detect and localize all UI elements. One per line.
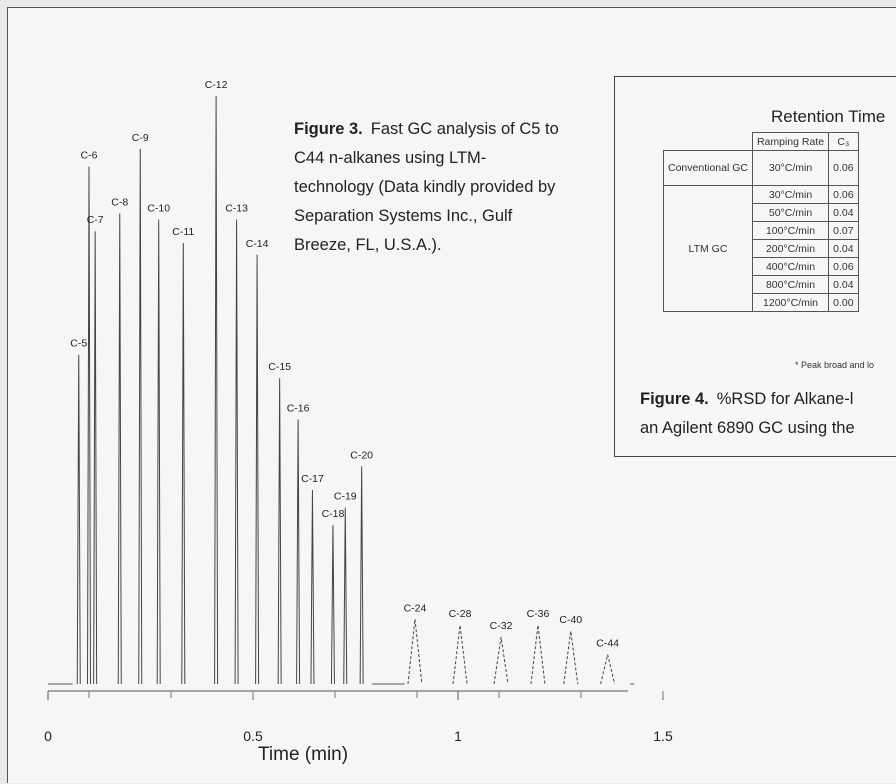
table-row: 1200°C/min 0.00 [664, 293, 859, 312]
peak-label: C-8 [111, 197, 128, 209]
peak-c-7 [93, 231, 98, 685]
peak-c-24 [407, 619, 423, 685]
peak-label: C-16 [287, 402, 310, 414]
peak-label: C-18 [322, 508, 345, 520]
table-cell: 0.04 [828, 275, 859, 294]
table-header-rate: Ramping Rate [751, 132, 830, 151]
peak-c-8 [117, 213, 122, 685]
peak-c-12 [214, 95, 219, 685]
table-row: Conventional GC 30°C/min 0.06 [663, 150, 859, 186]
peak-c-40 [563, 631, 579, 685]
peak-label: C-7 [87, 214, 104, 226]
table-cell: 0.06 [828, 185, 859, 204]
peak-label: C-20 [350, 449, 373, 461]
peak-label: C-5 [70, 338, 87, 350]
retention-table-panel: Retention Time Ramping Rate C₃ Conventio… [614, 76, 896, 457]
peak-c-28 [452, 625, 468, 685]
table-row: LTM GC 30°C/min 0.06 [663, 185, 859, 312]
table-cell: 800°C/min [751, 275, 830, 294]
table-header-row: Ramping Rate C₃ [663, 132, 859, 151]
peak-label: C-44 [596, 638, 619, 650]
peak-label: C-32 [490, 620, 513, 632]
table-cell: 0.06 [828, 257, 859, 276]
figure-panel: C-5 C-6 C-7 C-8 C-9 C-10 C-11 C-12 C-13 C-14 C-15 C… [7, 7, 896, 783]
table-cell: 0.00 [828, 293, 859, 312]
retention-table: Ramping Rate C₃ Conventional GC 30°C/min… [663, 132, 859, 312]
ltm-gc-label: LTM GC [663, 185, 753, 312]
figure3-caption: Figure 3. Fast GC analysis of C5 to C44 n… [294, 115, 564, 260]
peak-c-17 [310, 489, 315, 685]
table-cell: 100°C/min [751, 221, 830, 240]
peak-label: C-9 [132, 132, 149, 144]
x-tick-label: 0 [44, 728, 52, 744]
peak-label: C-17 [301, 473, 324, 485]
peak-label: C-6 [81, 150, 98, 162]
peak-c-36 [530, 625, 546, 685]
peak-label: C-11 [172, 226, 194, 238]
table-row: 100°C/min 0.07 [664, 221, 859, 240]
table-cell: 200°C/min [751, 239, 830, 258]
retention-table-title: Retention Time [771, 107, 886, 126]
peak-label: C-24 [404, 602, 427, 614]
table-row: 400°C/min 0.06 [664, 257, 859, 276]
table-cell: 0.04 [828, 203, 859, 222]
peak-label: C-14 [246, 238, 269, 250]
peak-c-6 [87, 166, 91, 685]
x-tick-label: 0.5 [243, 728, 263, 744]
table-corner-cell [663, 132, 753, 151]
table-cell: 50°C/min [751, 203, 830, 222]
figure4-line1: %RSD for Alkane-l [716, 390, 854, 408]
figure4-line2: an Agilent 6890 GC using the [640, 419, 855, 437]
table-header-c3: C₃ [828, 132, 859, 151]
peak-label: C-28 [449, 608, 472, 620]
figure4-title: Figure 4. [640, 390, 709, 408]
table-cell: 30°C/min [751, 185, 830, 204]
x-ticks-layer: 0 0.5 1 1.5 [44, 691, 673, 744]
peak-c-20 [359, 466, 364, 685]
peak-c-15 [277, 378, 282, 685]
peak-label: C-12 [205, 79, 228, 91]
table-footnote: * Peak broad and lo [795, 360, 875, 370]
table-row: 200°C/min 0.04 [664, 239, 859, 258]
figure4-caption: Figure 4. %RSD for Alkane-l an Agilent 68… [640, 385, 896, 443]
figure3-title: Figure 3. [294, 120, 363, 138]
table-cell: 0.07 [828, 221, 859, 240]
peak-c-11 [181, 242, 186, 685]
table-cell: 400°C/min [751, 257, 830, 276]
table-cell: 30°C/min [751, 150, 830, 186]
peak-c-16 [296, 419, 301, 685]
peak-c-5 [76, 354, 81, 685]
table-row: 800°C/min 0.04 [664, 275, 859, 294]
peak-c-14 [255, 254, 260, 685]
peak-c-18 [330, 525, 335, 685]
peak-c-44 [600, 654, 616, 685]
peak-label: C-36 [527, 608, 550, 620]
x-tick-label: 1 [454, 728, 462, 744]
peak-c-19 [343, 507, 348, 685]
conventional-gc-label: Conventional GC [663, 150, 753, 186]
table-cell: 0.06 [828, 150, 859, 186]
chromatogram-chart: C-5 C-6 C-7 C-8 C-9 C-10C-11 C-12 C-13 C-14 C-15 C… [44, 79, 673, 765]
table-cell: 0.04 [828, 239, 859, 258]
peak-c-32 [493, 636, 509, 685]
x-axis-label: Time (min) [258, 744, 348, 765]
peak-c-13 [234, 219, 239, 685]
peak-label: C-13 [225, 202, 248, 214]
peak-c-9 [138, 148, 143, 685]
figure3-text: Fast GC analysis of C5 to C44 n-alkanes … [294, 120, 559, 254]
table-cell: 1200°C/min [751, 293, 830, 312]
peaks-layer: C-5 C-6 C-7 C-8 C-9 C-10C-11 C-12 C-13 C-14 C-15 C… [48, 79, 635, 685]
x-tick-label: 1.5 [653, 728, 673, 744]
table-row: 50°C/min 0.04 [664, 203, 859, 222]
peak-label: C-40 [559, 614, 582, 626]
peak-label: C-19 [334, 491, 357, 503]
peak-c-10 [156, 219, 161, 685]
peak-label: C-10 [147, 202, 170, 214]
peak-label: C-15 [268, 361, 291, 373]
